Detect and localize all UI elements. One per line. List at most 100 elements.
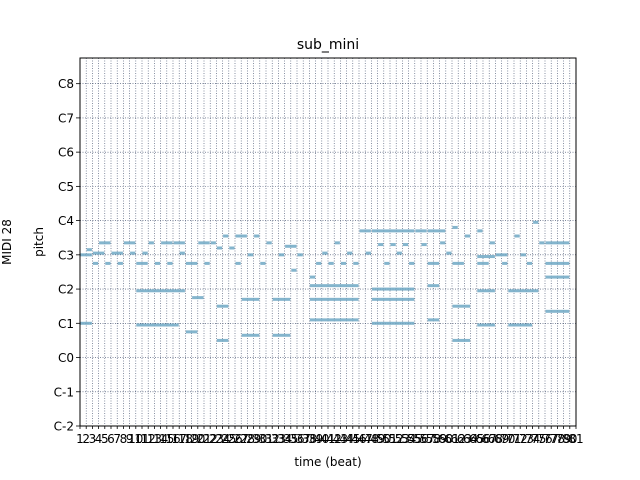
note	[223, 234, 229, 238]
x-axis-label: time (beat)	[294, 455, 361, 469]
note	[235, 234, 247, 238]
x-tick-label: 64	[463, 432, 478, 446]
note	[359, 229, 371, 233]
x-tick-label: 79	[556, 432, 571, 446]
note	[241, 297, 260, 301]
y-tick-label: C-1	[54, 385, 74, 399]
x-tick-label: 24	[215, 432, 230, 446]
note	[185, 261, 198, 265]
note	[409, 261, 415, 265]
note	[216, 304, 229, 308]
note	[123, 241, 136, 245]
y-tick-label: C4	[58, 214, 74, 228]
note	[309, 318, 359, 322]
x-tick-label: 10	[128, 432, 143, 446]
x-tick-label: 57	[420, 432, 435, 446]
x-tick-label: 1	[76, 432, 84, 446]
x-tick-label: 63	[457, 432, 472, 446]
x-tick-label: 66	[475, 432, 490, 446]
x-tick-label: 26	[227, 432, 242, 446]
y-tick-label: C0	[58, 351, 74, 365]
x-tick-label: 55	[407, 432, 422, 446]
note	[92, 261, 99, 265]
note	[340, 261, 347, 265]
note	[452, 225, 458, 229]
note	[421, 243, 427, 247]
note	[322, 251, 328, 255]
note	[371, 229, 415, 233]
x-tick-label: 51	[382, 432, 397, 446]
note	[229, 246, 235, 250]
note	[415, 229, 427, 233]
note	[477, 289, 495, 293]
note	[80, 253, 92, 257]
note	[216, 338, 229, 342]
x-tick-label: 45	[345, 432, 360, 446]
x-tick-label: 67	[482, 432, 497, 446]
x-tick-label: 54	[401, 432, 416, 446]
note	[545, 241, 570, 245]
note	[371, 287, 415, 291]
note	[154, 261, 161, 265]
x-tick-label: 78	[550, 432, 565, 446]
note	[533, 220, 539, 224]
note	[353, 261, 359, 265]
y-tick-label: C7	[58, 111, 74, 125]
note	[297, 253, 303, 257]
note	[477, 255, 495, 259]
note	[508, 289, 539, 293]
x-tick-label: 31	[258, 432, 273, 446]
x-tick-label: 52	[389, 432, 404, 446]
note	[477, 229, 483, 233]
note	[254, 234, 260, 238]
note	[316, 261, 322, 265]
note	[148, 241, 154, 245]
note	[117, 261, 123, 265]
x-tick-label: 17	[172, 432, 187, 446]
x-tick-label: 11	[134, 432, 149, 446]
note	[210, 241, 216, 245]
x-tick-label: 80	[562, 432, 577, 446]
note	[452, 338, 471, 342]
x-tick-label: 44	[339, 432, 354, 446]
x-tick-label: 6	[107, 432, 115, 446]
x-tick-label: 12	[141, 432, 156, 446]
x-tick-label: 60	[438, 432, 453, 446]
note	[477, 323, 495, 327]
note	[179, 251, 185, 255]
x-tick-label: 21	[196, 432, 211, 446]
note	[502, 261, 508, 265]
x-tick-label: 73	[519, 432, 534, 446]
note	[278, 253, 285, 257]
x-tick-label: 4	[95, 432, 103, 446]
x-tick-label: 62	[451, 432, 466, 446]
x-ticks: 1234567891011121314151617181920212223242…	[76, 426, 584, 446]
note	[427, 318, 440, 322]
x-tick-label: 7	[113, 432, 121, 446]
note	[347, 251, 353, 255]
note	[396, 251, 402, 255]
note	[371, 321, 415, 325]
note	[390, 243, 396, 247]
note	[130, 251, 136, 255]
x-tick-label: 71	[506, 432, 521, 446]
note	[260, 261, 266, 265]
note	[545, 275, 570, 279]
y-tick-label: C3	[58, 248, 74, 262]
note	[489, 241, 495, 245]
y-tick-label: C-2	[54, 420, 74, 434]
note	[198, 241, 210, 245]
note	[328, 261, 334, 265]
x-tick-label: 70	[500, 432, 515, 446]
x-tick-label: 38	[302, 432, 317, 446]
note	[80, 321, 92, 325]
note	[285, 244, 297, 248]
x-tick-label: 18	[178, 432, 193, 446]
note	[520, 253, 526, 257]
note	[204, 261, 210, 265]
x-tick-label: 25	[221, 432, 236, 446]
x-tick-label: 37	[296, 432, 311, 446]
note	[334, 241, 340, 245]
note	[192, 296, 204, 300]
